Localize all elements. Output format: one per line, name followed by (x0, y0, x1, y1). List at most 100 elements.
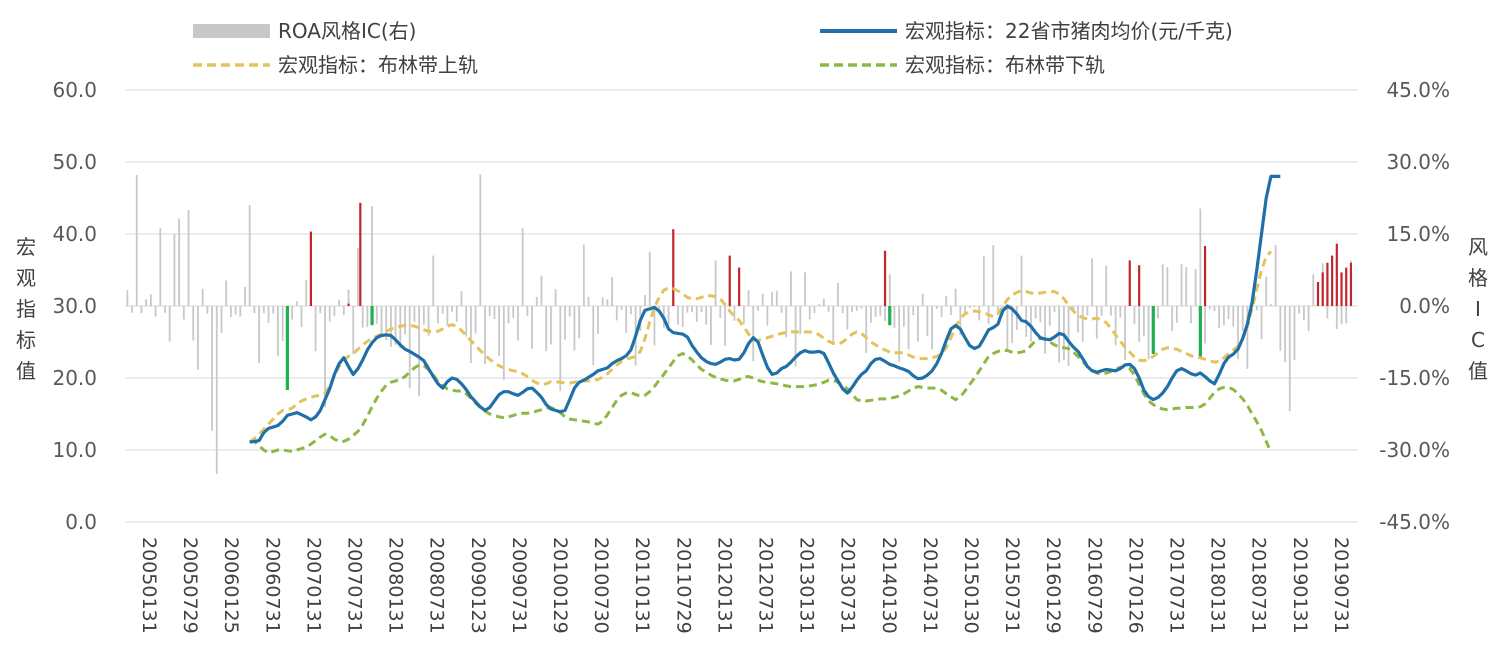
ic-bar (1147, 306, 1150, 360)
x-tick-label: 20110729 (672, 537, 694, 634)
ic-bar (860, 306, 863, 309)
ic-bar (291, 306, 293, 320)
ic-bar (1110, 306, 1112, 316)
legend-label-lower: 宏观指标：布林带下轨 (905, 53, 1105, 77)
ic-bar (550, 306, 552, 345)
ic-signal-bar (359, 202, 362, 306)
ic-bar (168, 306, 171, 342)
ic-bar (611, 277, 613, 306)
ic-bar (578, 306, 581, 339)
y-left-tick-label: 0.0 (65, 510, 97, 534)
ic-bar (432, 255, 435, 306)
ic-bar (545, 306, 548, 352)
ic-bar (502, 306, 505, 380)
ic-bar (1288, 306, 1291, 412)
ic-bar (135, 174, 138, 306)
ic-bar (413, 306, 416, 322)
ic-bar (1190, 306, 1192, 324)
legend-swatch-ic (193, 24, 270, 38)
ic-bar (1161, 264, 1164, 306)
x-tick-label: 20180731 (1248, 537, 1270, 634)
ic-bar (1213, 306, 1216, 312)
ic-bar (1194, 269, 1197, 306)
ic-bar (724, 306, 726, 346)
ic-bar (1030, 306, 1032, 342)
ic-signal-bar (883, 250, 887, 306)
ic-bar (804, 272, 806, 306)
ic-bar (1081, 306, 1084, 342)
ic-bar (625, 306, 628, 333)
ic-bar (620, 306, 623, 310)
ic-bar (1302, 306, 1305, 321)
y-left-tick-label: 30.0 (52, 294, 97, 318)
ic-bar (1072, 306, 1075, 311)
ic-bar (1345, 306, 1348, 324)
left-title-text: 宏观指标值 (16, 235, 36, 383)
ic-bar (253, 306, 256, 314)
x-axis: 20050131 20050729 20060125 20060731 20070131… (138, 537, 1352, 634)
ic-bar (488, 306, 491, 317)
ic-bar (733, 306, 736, 321)
ic-bars (126, 174, 1352, 474)
ic-bar (126, 290, 129, 306)
ic-bar (1241, 306, 1244, 331)
ic-bar (1166, 267, 1169, 306)
ic-bar (686, 306, 689, 313)
ic-bar (446, 306, 449, 326)
ic-bar (451, 306, 453, 312)
ic-bar (531, 306, 533, 349)
series-line-upper-band (248, 250, 1273, 444)
ic-signal-bar (1203, 246, 1207, 306)
ic-bar (597, 306, 599, 334)
ic-bar (564, 306, 566, 340)
ic-bar (512, 306, 515, 318)
ic-bar (700, 306, 703, 313)
y-right-tick-label: 45.0% (1386, 78, 1450, 102)
ic-bar (277, 306, 279, 356)
ic-bar (1307, 306, 1310, 331)
x-tick-label: 20060731 (261, 537, 283, 634)
ic-bar (361, 306, 364, 328)
ic-bar (728, 306, 731, 308)
ic-bar (822, 298, 825, 306)
ic-bar (375, 306, 378, 324)
ic-bar (691, 306, 693, 313)
ic-bar (710, 306, 712, 345)
ic-bar (681, 306, 684, 328)
ic-bar (328, 306, 331, 322)
series-line-price (249, 174, 1281, 444)
ic-bar (747, 290, 750, 306)
ic-bar (493, 306, 496, 319)
ic-bar (1208, 306, 1211, 310)
ic-bar (389, 306, 392, 347)
ic-bar (775, 290, 778, 306)
ic-bar (422, 306, 425, 325)
x-tick-label: 20090123 (467, 537, 489, 634)
ic-bar (1293, 306, 1296, 361)
ic-bar (954, 288, 957, 306)
y-left-tick-label: 50.0 (52, 150, 97, 174)
ic-bar (371, 206, 373, 306)
ic-bar (239, 306, 242, 317)
ic-bar (1255, 306, 1258, 311)
ic-bar (145, 299, 148, 306)
ic-bar (879, 306, 882, 316)
ic-bar (164, 306, 166, 313)
ic-signal-bar (1198, 306, 1202, 359)
ic-bar (140, 306, 143, 314)
ic-bar (469, 306, 472, 364)
x-tick-label: 20190131 (1289, 537, 1311, 634)
ic-bar (973, 306, 976, 307)
legend: ROA风格IC(右) 宏观指标：22省市猪肉均价(元/千克) 宏观指标：布林带上… (193, 19, 1233, 77)
ic-bar (178, 218, 181, 306)
ic-bar (1274, 245, 1277, 306)
ic-bar (945, 295, 948, 306)
ic-bar (1077, 306, 1079, 333)
ic-bar (173, 234, 176, 306)
ic-bar (149, 294, 152, 306)
x-tick-label: 20090731 (508, 537, 530, 634)
ic-bar (1298, 306, 1301, 314)
x-tick-label: 20050131 (138, 537, 160, 634)
ic-bar (441, 306, 444, 314)
